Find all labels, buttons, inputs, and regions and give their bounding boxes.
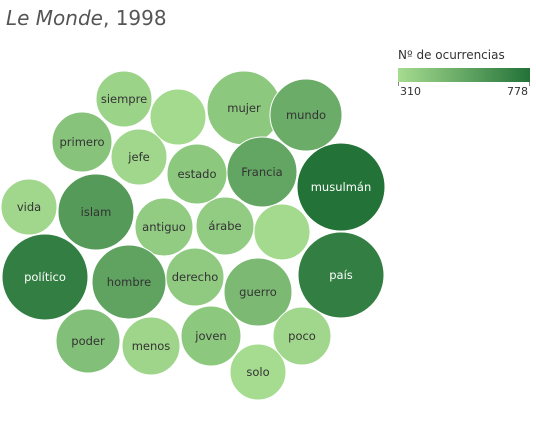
bubble-poco: poco bbox=[272, 306, 332, 366]
bubble-label: vida bbox=[17, 200, 41, 214]
bubble-circle bbox=[269, 78, 343, 152]
bubble-label: antiguo bbox=[142, 220, 186, 234]
bubble-poder: poder bbox=[55, 308, 121, 374]
bubble-label: islam bbox=[81, 205, 112, 219]
bubble-circle bbox=[229, 343, 287, 401]
bubble-label: árabe bbox=[208, 219, 241, 233]
bubble-guerro: guerro bbox=[223, 257, 293, 327]
bubble-circle bbox=[253, 203, 311, 261]
bubble-label: político bbox=[24, 270, 66, 284]
bubble-label: siempre bbox=[101, 92, 147, 106]
legend-min-label: 310 bbox=[400, 85, 421, 98]
bubble-circle bbox=[121, 316, 181, 376]
bubble-siempre: siempre bbox=[95, 70, 153, 128]
bubble-circle bbox=[1, 233, 89, 321]
bubble-label: estado bbox=[178, 167, 217, 181]
bubble-hombre: hombre bbox=[91, 244, 167, 320]
bubble-label: poco bbox=[288, 329, 316, 343]
bubble-circle bbox=[180, 305, 242, 367]
legend-ticks: 310 778 bbox=[398, 82, 530, 98]
bubble-pais: país bbox=[297, 231, 385, 319]
bubble-musulman: musulmán bbox=[296, 142, 386, 232]
bubble-label: poder bbox=[71, 334, 105, 348]
bubble-circle bbox=[272, 306, 332, 366]
bubble-primero: primero bbox=[51, 111, 113, 173]
bubble-circle bbox=[95, 70, 153, 128]
bubble-label: derecho bbox=[172, 270, 219, 284]
bubble-joven: joven bbox=[180, 305, 242, 367]
bubble-solo: solo bbox=[229, 343, 287, 401]
bubble-francia: Francia bbox=[226, 136, 298, 208]
color-legend: Nº de ocurrencias 310 778 bbox=[398, 48, 534, 98]
bubble-label: guerro bbox=[239, 285, 277, 299]
bubble-circle bbox=[165, 247, 225, 307]
bubble-circle bbox=[297, 231, 385, 319]
legend-tick-min-line bbox=[398, 82, 399, 86]
chart-title: Le Monde, 1998 bbox=[6, 6, 167, 30]
bubble-label: mundo bbox=[286, 108, 326, 122]
bubble-label: hombre bbox=[107, 275, 151, 289]
bubble-circle bbox=[51, 111, 113, 173]
legend-max-label: 778 bbox=[507, 85, 528, 98]
bubble-islam: islam bbox=[57, 173, 135, 251]
legend-tick-max-line bbox=[529, 82, 530, 86]
chart-title-italic: Le Monde bbox=[6, 6, 103, 30]
chart-title-rest: , 1998 bbox=[102, 6, 167, 30]
bubble-mundo: mundo bbox=[269, 78, 343, 152]
bubble-circle bbox=[223, 257, 293, 327]
bubble-circle bbox=[134, 197, 194, 257]
bubble-label: joven bbox=[194, 329, 226, 343]
bubble-circle bbox=[195, 196, 255, 256]
legend-title: Nº de ocurrencias bbox=[398, 48, 505, 62]
bubble-derecho: derecho bbox=[165, 247, 225, 307]
bubble-label: solo bbox=[246, 365, 269, 379]
bubble-circle bbox=[226, 136, 298, 208]
bubble-politico: político bbox=[1, 233, 89, 321]
bubble-label: menos bbox=[132, 339, 171, 353]
bubble-mujer: mujer bbox=[206, 70, 282, 146]
bubble-jefe: jefe bbox=[110, 128, 168, 186]
bubble-label: jefe bbox=[127, 150, 149, 164]
bubble-circle bbox=[110, 128, 168, 186]
bubble-label: primero bbox=[59, 135, 104, 149]
bubble-unlabeled-13 bbox=[253, 203, 311, 261]
bubble-arabe: árabe bbox=[195, 196, 255, 256]
bubble-label: Francia bbox=[241, 165, 282, 179]
bubble-menos: menos bbox=[121, 316, 181, 376]
bubble-unlabeled-1 bbox=[149, 88, 207, 146]
bubble-vida: vida bbox=[0, 178, 58, 236]
bubble-circle bbox=[149, 88, 207, 146]
bubble-label: mujer bbox=[227, 101, 261, 115]
legend-gradient-bar bbox=[398, 68, 530, 82]
bubble-circle bbox=[55, 308, 121, 374]
bubble-circle bbox=[57, 173, 135, 251]
bubble-label: musulmán bbox=[311, 180, 372, 194]
bubble-circle bbox=[0, 178, 58, 236]
bubble-estado: estado bbox=[166, 143, 228, 205]
bubble-antiguo: antiguo bbox=[134, 197, 194, 257]
bubble-circle bbox=[296, 142, 386, 232]
bubble-label: país bbox=[329, 268, 353, 282]
